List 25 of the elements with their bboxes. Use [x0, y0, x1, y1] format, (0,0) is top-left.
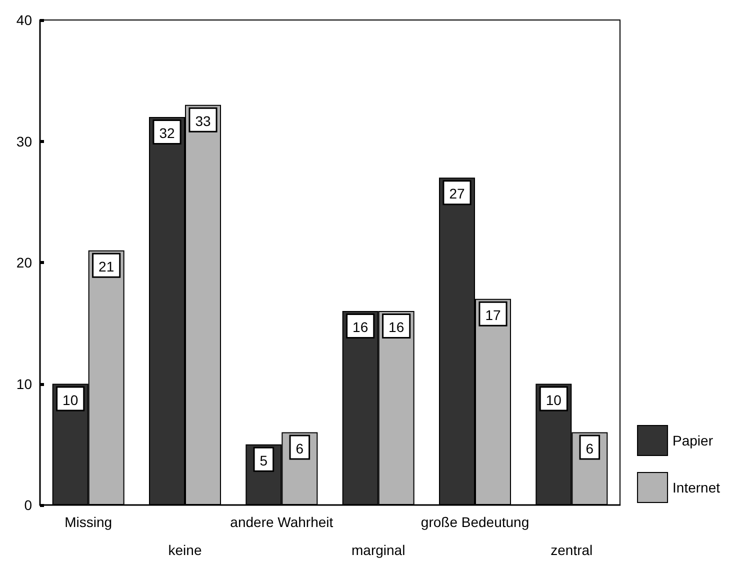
x-tick-label: andere Wahrheit [230, 514, 334, 530]
data-label: 17 [485, 306, 501, 323]
x-tick-label: marginal [351, 542, 406, 558]
y-tick-label: 30 [16, 133, 32, 150]
data-label: 16 [388, 319, 404, 335]
legend-label: Internet [672, 480, 720, 496]
x-tick-label: zentral [550, 542, 593, 558]
data-label: 10 [62, 392, 78, 408]
data-label: 27 [449, 186, 465, 202]
x-tick-label: Missing [64, 514, 112, 530]
data-label: 10 [546, 392, 562, 408]
legend-label: Papier [672, 432, 714, 448]
data-label: 6 [296, 440, 304, 456]
data-label: 21 [98, 258, 114, 274]
x-tick-label: große Bedeutung [420, 514, 530, 530]
x-tick-label: keine [168, 542, 202, 558]
y-tick-label: 0 [24, 497, 32, 513]
data-label: 16 [352, 319, 368, 335]
data-label: 5 [260, 452, 268, 468]
y-tick-label: 40 [16, 12, 32, 28]
data-label: 33 [195, 112, 211, 129]
data-label: 6 [586, 440, 594, 456]
data-label: 32 [159, 125, 175, 141]
y-tick-label: 10 [16, 376, 32, 392]
y-tick-label: 20 [16, 254, 32, 270]
